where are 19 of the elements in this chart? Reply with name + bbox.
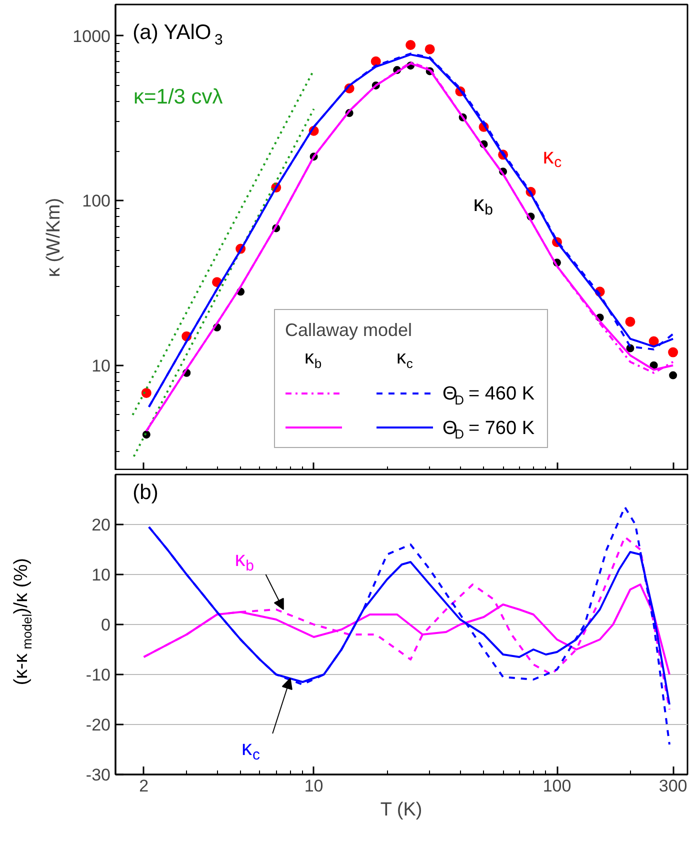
y-tick-label: 1000 bbox=[72, 26, 111, 46]
x-tick-label: 100 bbox=[542, 776, 572, 796]
legend-title: Callaway model bbox=[285, 320, 414, 341]
y-axis-title: κ (W/Km) bbox=[44, 198, 65, 278]
y-tick-label: 20 bbox=[92, 516, 111, 534]
x-tick-label: 2 bbox=[139, 776, 149, 796]
annotation: κ=1/3 cvλ bbox=[134, 85, 224, 108]
y-tick-label: -30 bbox=[86, 766, 111, 784]
y-tick-label: 10 bbox=[92, 566, 111, 584]
y-tick-label: 0 bbox=[101, 616, 111, 634]
y-tick-label: -10 bbox=[86, 666, 111, 684]
y-tick-label: 100 bbox=[82, 192, 111, 211]
y-tick-label: -20 bbox=[86, 716, 111, 734]
x-tick-label: 10 bbox=[304, 776, 324, 796]
y-axis-title: (κ-κmodel)/κ (%) bbox=[10, 558, 35, 686]
chart-title: (b) bbox=[132, 481, 158, 504]
x-tick-label: 300 bbox=[658, 776, 688, 796]
y-tick-label: 10 bbox=[92, 356, 111, 376]
x-axis-title: T (K) bbox=[380, 800, 422, 820]
